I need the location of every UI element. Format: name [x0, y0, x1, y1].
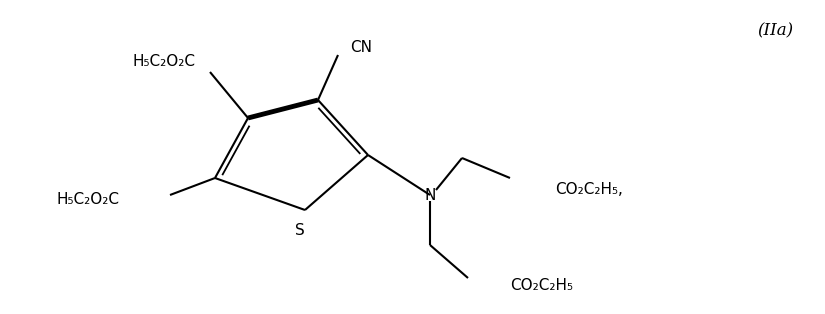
Text: N: N — [424, 187, 436, 203]
Text: H₅C₂O₂C: H₅C₂O₂C — [132, 55, 195, 69]
Text: CO₂C₂H₅: CO₂C₂H₅ — [510, 278, 573, 293]
Text: H₅C₂O₂C: H₅C₂O₂C — [57, 192, 120, 208]
Text: CN: CN — [350, 41, 372, 56]
Text: (IIa): (IIa) — [757, 22, 793, 39]
Text: S: S — [295, 223, 305, 238]
Text: CO₂C₂H₅,: CO₂C₂H₅, — [555, 182, 623, 198]
